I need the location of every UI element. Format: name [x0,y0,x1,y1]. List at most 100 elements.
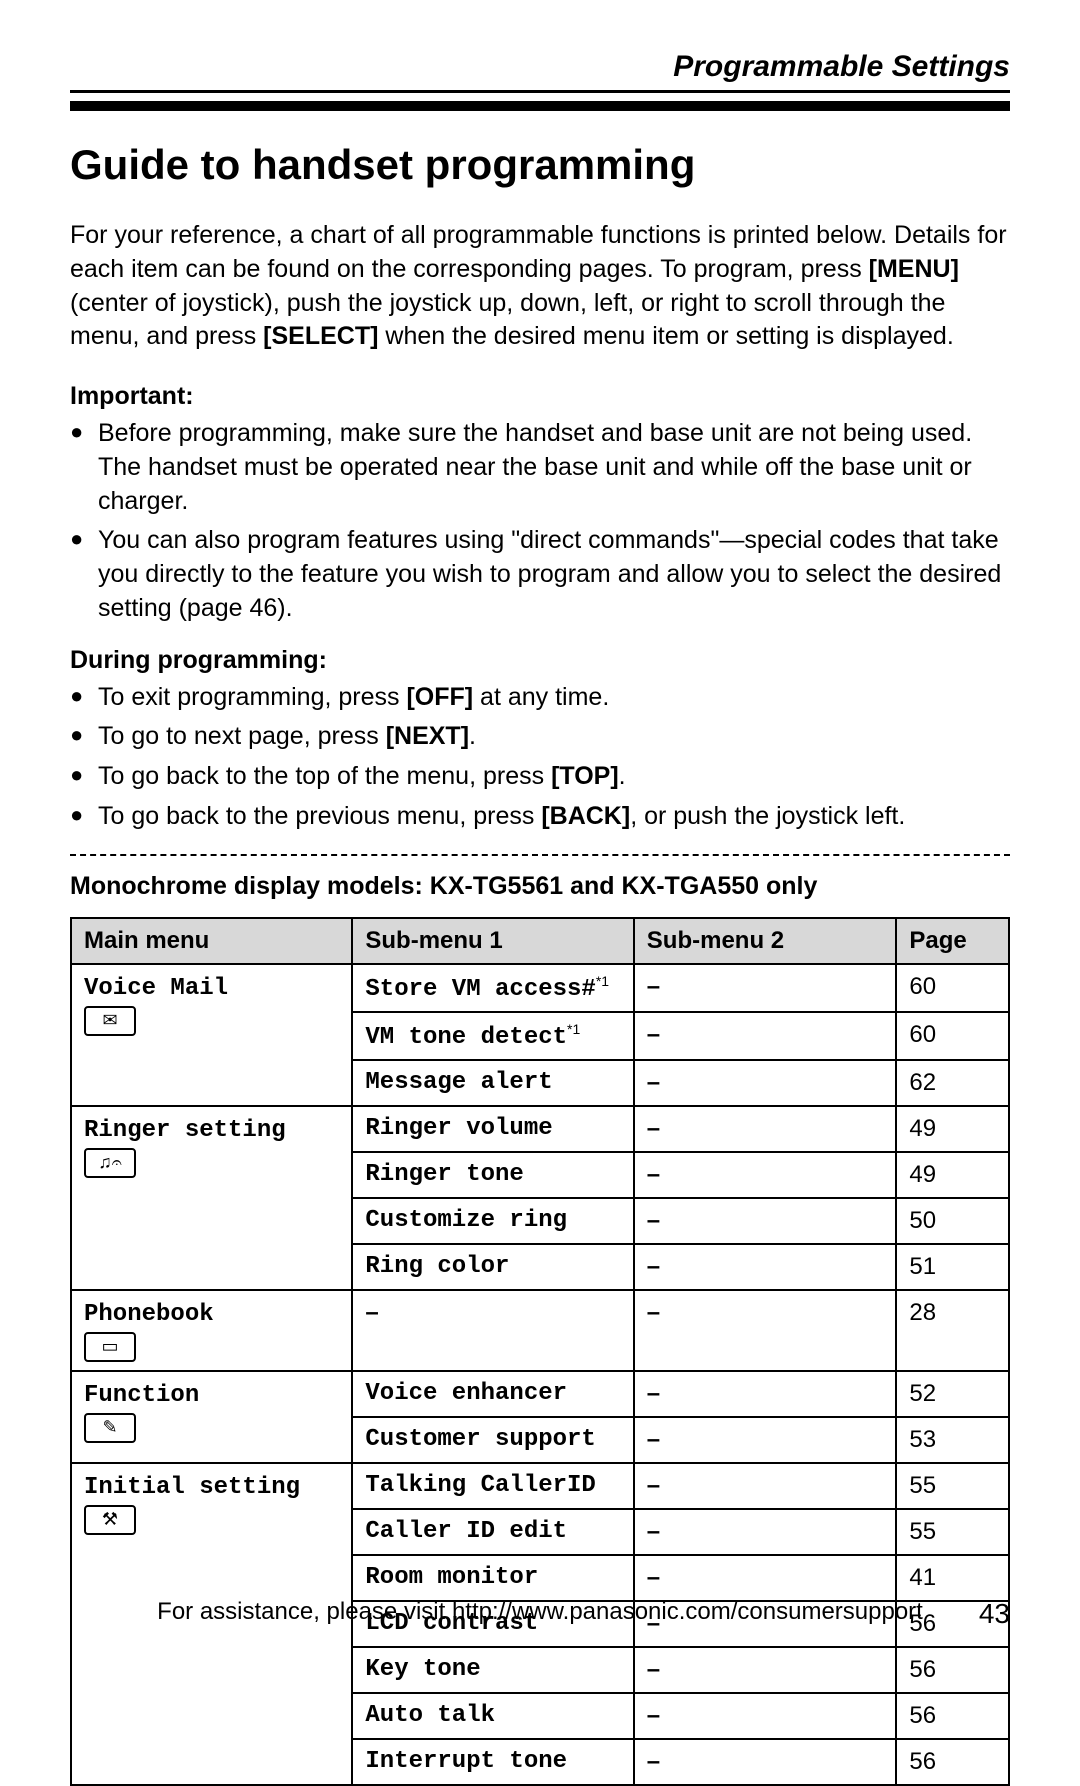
sub-menu-1-cell: Ringer tone [352,1152,633,1198]
footer-text: For assistance, please visit http://www.… [157,1598,923,1626]
sub-menu-1-cell: Message alert [352,1060,633,1106]
page-cell: 56 [896,1693,1009,1739]
sub-menu-2-cell: – [634,1106,897,1152]
intro-paragraph: For your reference, a chart of all progr… [70,219,1010,354]
top-key: [TOP] [551,762,619,790]
page-cell: 28 [896,1290,1009,1371]
during-pre: To exit programming, press [98,683,406,711]
sub-menu-1-cell: Ringer volume [352,1106,633,1152]
sub-menu-1-cell: Key tone [352,1647,633,1693]
sub-menu-1-cell: Talking CallerID [352,1463,633,1509]
footnote-ref: *1 [567,1021,580,1037]
next-key: [NEXT] [386,722,469,750]
important-item: Before programming, make sure the handse… [70,417,1010,518]
sub-menu-2-cell: – [634,1509,897,1555]
intro-text-c: when the desired menu item or setting is… [378,322,953,350]
main-menu-cell: Phonebook ▭ [71,1290,352,1371]
during-item: To go back to the top of the menu, press… [70,760,1010,794]
page-footer: For assistance, please visit http://www.… [70,1598,1010,1626]
during-pre: To go back to the previous menu, press [98,802,541,830]
sub-menu-2-cell: – [634,1417,897,1463]
menu-key: [MENU] [869,255,959,283]
col-sub-menu-2: Sub-menu 2 [634,918,897,964]
sub-menu-1-cell: – [352,1290,633,1371]
section-header: Programmable Settings [70,50,1010,93]
page-cell: 53 [896,1417,1009,1463]
sub-menu-1-cell: Caller ID edit [352,1509,633,1555]
table-row: Phonebook▭––28 [71,1290,1009,1371]
sub-menu-1-cell: Interrupt tone [352,1739,633,1785]
menu-icon: ✎ [84,1413,136,1443]
table-caption: Monochrome display models: KX-TG5561 and… [70,872,1010,901]
menu-icon: ✉ [84,1006,136,1036]
main-menu-name: Ringer setting [84,1117,286,1144]
page-cell: 52 [896,1371,1009,1417]
table-row: Ringer setting♫𝄐Ringer volume–49 [71,1106,1009,1152]
menu-table: Main menu Sub-menu 1 Sub-menu 2 Page Voi… [70,917,1010,1786]
main-menu-name: Initial setting [84,1474,300,1501]
dashed-rule [70,854,1010,856]
menu-icon: ♫𝄐 [84,1148,136,1178]
col-main-menu: Main menu [71,918,352,964]
sub-menu-1-cell: Ring color [352,1244,633,1290]
page-cell: 60 [896,1012,1009,1060]
during-pre: To go to next page, press [98,722,386,750]
manual-page: Programmable Settings Guide to handset p… [0,0,1080,1666]
intro-text-a: For your reference, a chart of all progr… [70,221,1007,283]
page-cell: 56 [896,1739,1009,1785]
sub-menu-2-cell: – [634,1647,897,1693]
table-row: Initial setting⚒Talking CallerID–55 [71,1463,1009,1509]
footnote-ref: *1 [596,973,609,989]
sub-menu-1-cell: Voice enhancer [352,1371,633,1417]
table-header-row: Main menu Sub-menu 1 Sub-menu 2 Page [71,918,1009,964]
main-menu-name: Phonebook [84,1301,214,1328]
thick-rule [70,101,1010,111]
select-key: [SELECT] [263,322,378,350]
sub-menu-1-cell: Auto talk [352,1693,633,1739]
main-menu-name: Function [84,1382,199,1409]
sub-menu-2-cell: – [634,964,897,1012]
during-post: . [619,762,626,790]
menu-icon: ⚒ [84,1505,136,1535]
page-cell: 49 [896,1152,1009,1198]
during-post: , or push the joystick left. [630,802,905,830]
during-post: at any time. [473,683,609,711]
page-cell: 41 [896,1555,1009,1601]
sub-menu-1-cell: Room monitor [352,1555,633,1601]
sub-menu-2-cell: – [634,1198,897,1244]
main-menu-cell: Function ✎ [71,1371,352,1463]
off-key: [OFF] [406,683,473,711]
page-number: 43 [979,1598,1010,1630]
page-cell: 62 [896,1060,1009,1106]
table-row: Voice Mail✉Store VM access#*1–60 [71,964,1009,1012]
sub-menu-2-cell: – [634,1371,897,1417]
main-menu-cell: Voice Mail ✉ [71,964,352,1106]
sub-menu-1-cell: VM tone detect*1 [352,1012,633,1060]
page-cell: 56 [896,1647,1009,1693]
sub-menu-2-cell: – [634,1012,897,1060]
during-pre: To go back to the top of the menu, press [98,762,551,790]
important-list: Before programming, make sure the handse… [70,417,1010,626]
page-cell: 51 [896,1244,1009,1290]
col-sub-menu-1: Sub-menu 1 [352,918,633,964]
page-cell: 60 [896,964,1009,1012]
sub-menu-1-cell: Store VM access#*1 [352,964,633,1012]
table-row: Function✎Voice enhancer–52 [71,1371,1009,1417]
sub-menu-1-cell: Customize ring [352,1198,633,1244]
page-cell: 55 [896,1509,1009,1555]
sub-menu-1-cell: Customer support [352,1417,633,1463]
during-list: To exit programming, press [OFF] at any … [70,681,1010,834]
sub-menu-2-cell: – [634,1463,897,1509]
menu-icon: ▭ [84,1332,136,1362]
important-heading: Important: [70,382,1010,411]
sub-menu-2-cell: – [634,1555,897,1601]
sub-menu-2-cell: – [634,1290,897,1371]
during-item: To go back to the previous menu, press [… [70,800,1010,834]
main-menu-name: Voice Mail [84,975,228,1002]
back-key: [BACK] [541,802,630,830]
sub-menu-2-cell: – [634,1739,897,1785]
page-cell: 50 [896,1198,1009,1244]
important-item: You can also program features using "dir… [70,524,1010,625]
sub-menu-2-cell: – [634,1244,897,1290]
page-cell: 55 [896,1463,1009,1509]
